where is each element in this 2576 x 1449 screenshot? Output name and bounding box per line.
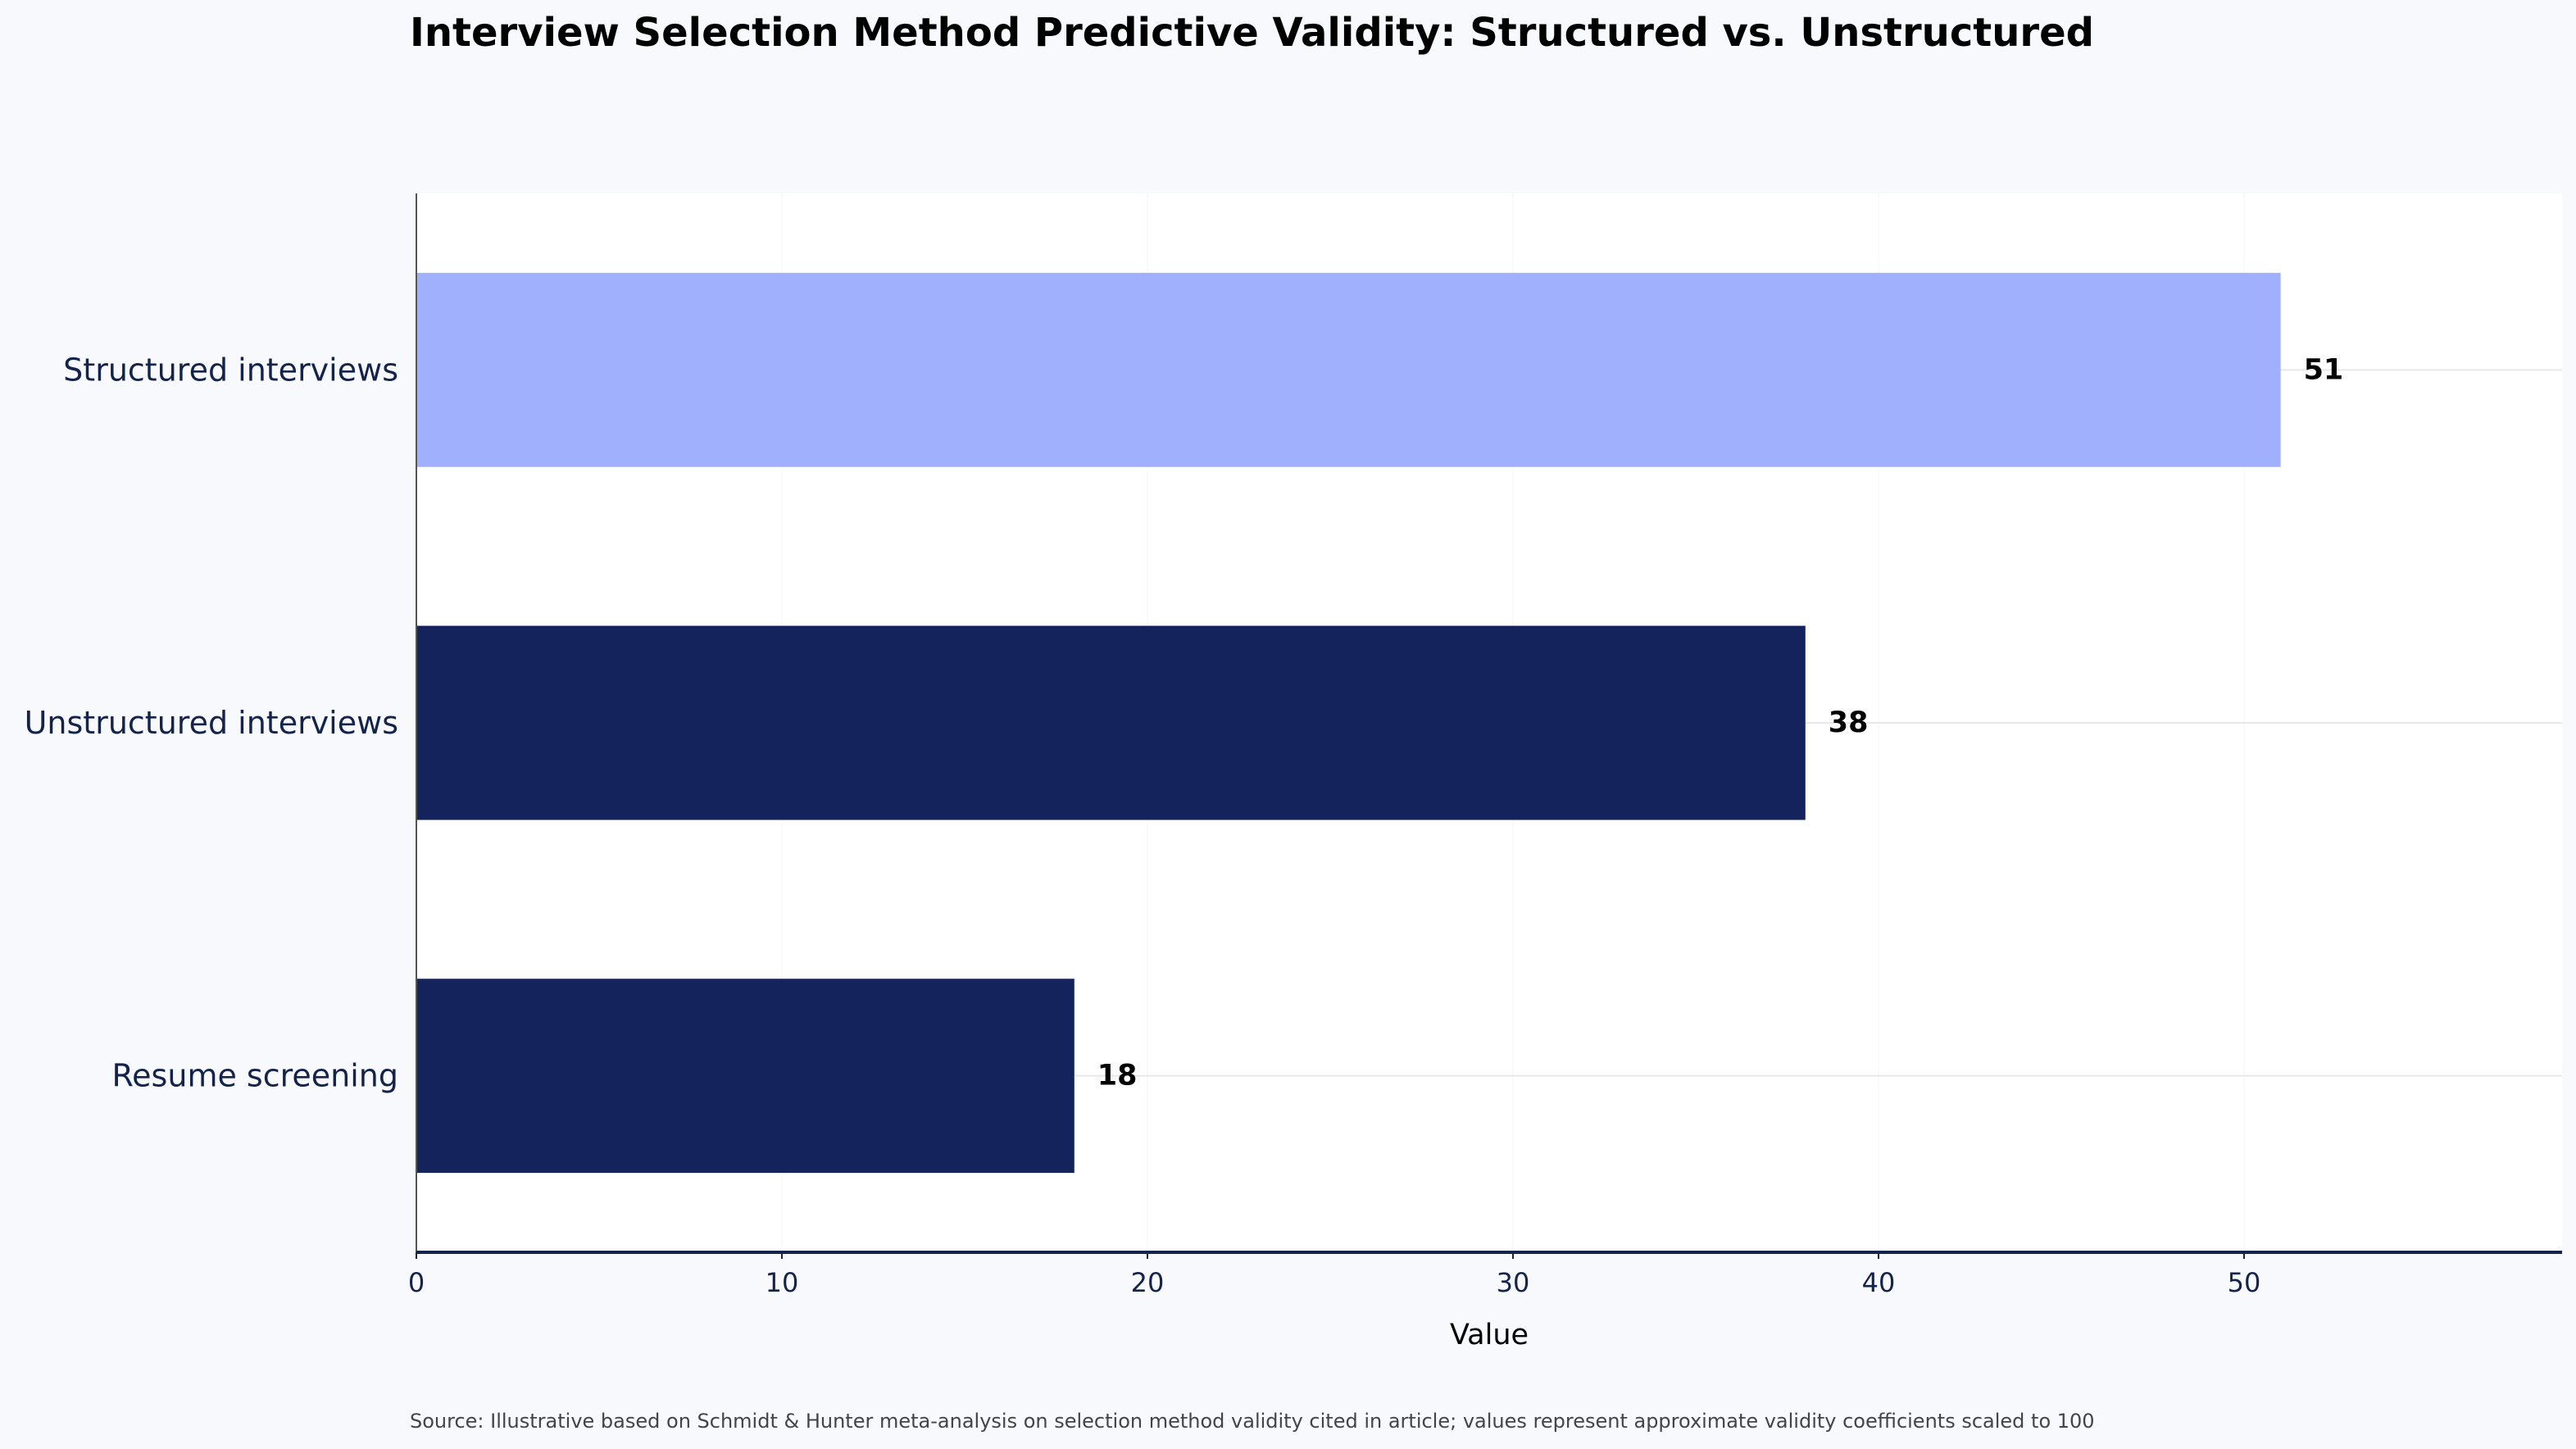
category-label: Resume screening bbox=[111, 1058, 398, 1094]
x-tick-label: 0 bbox=[408, 1267, 425, 1298]
x-axis-ticks: 0 10 20 30 40 50 bbox=[408, 1252, 2261, 1298]
category-labels: Structured interviews Unstructured interv… bbox=[25, 352, 398, 1093]
bar-unstructured-interviews bbox=[416, 625, 1806, 820]
category-label: Unstructured interviews bbox=[25, 705, 398, 741]
source-note: Source: Illustrative based on Schmidt & … bbox=[410, 1410, 2095, 1433]
x-tick-label: 40 bbox=[1862, 1267, 1896, 1298]
value-label: 18 bbox=[1097, 1060, 1138, 1092]
x-axis-label: Value bbox=[1450, 1319, 1529, 1351]
x-tick-label: 50 bbox=[2228, 1267, 2261, 1298]
value-label: 51 bbox=[2304, 353, 2344, 386]
bars bbox=[416, 272, 2281, 1174]
x-tick-label: 10 bbox=[766, 1267, 799, 1298]
x-tick-label: 30 bbox=[1497, 1267, 1530, 1298]
bar-structured-interviews bbox=[416, 272, 2281, 467]
chart-title: Interview Selection Method Predictive Va… bbox=[410, 10, 2094, 56]
value-labels: 51 38 18 bbox=[1097, 353, 2344, 1092]
value-label: 38 bbox=[1829, 706, 1869, 739]
category-label: Structured interviews bbox=[63, 352, 398, 388]
x-tick-label: 20 bbox=[1131, 1267, 1165, 1298]
bar-resume-screening bbox=[416, 979, 1074, 1174]
